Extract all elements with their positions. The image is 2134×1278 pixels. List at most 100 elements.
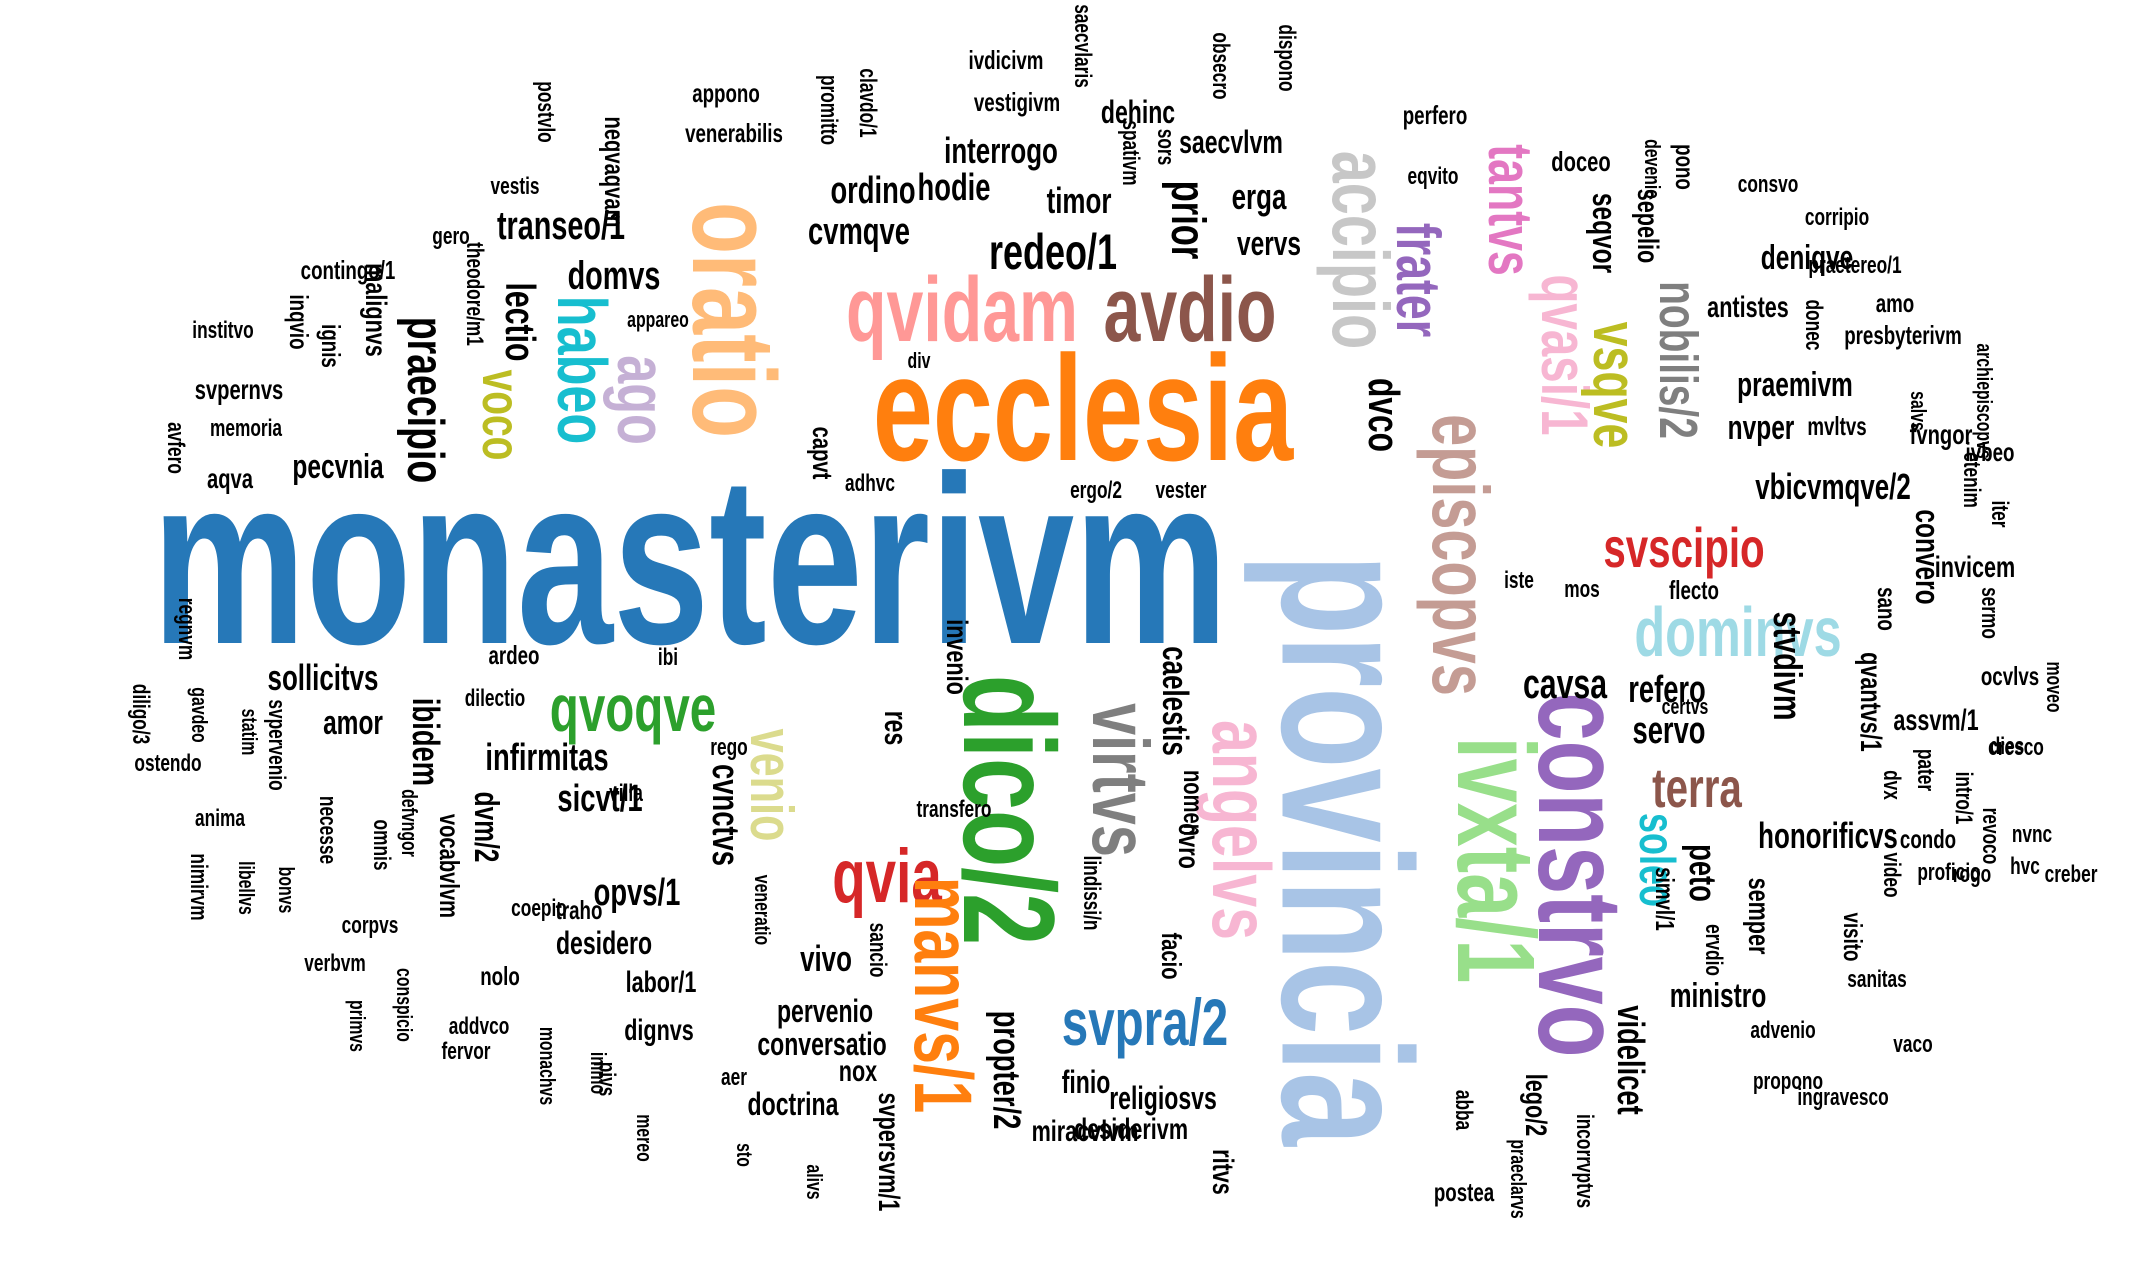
word-ritvs: ritvs: [1206, 1149, 1239, 1195]
word-creber: creber: [2044, 861, 2098, 888]
word-condo: condo: [1899, 824, 1957, 854]
word-aer: aer: [721, 1064, 747, 1091]
word-miracvlvm: miracvlvm: [1031, 1115, 1139, 1148]
word-erga: erga: [1231, 176, 1287, 217]
word-corripio: corripio: [1804, 204, 1870, 231]
word-deniqve: deniqve: [1760, 239, 1854, 277]
word-transfero: transfero: [916, 796, 992, 823]
word-religiosvs: religiosvs: [1109, 1080, 1217, 1116]
word-conspicio: conspicio: [392, 968, 417, 1042]
word-necesse: necesse: [314, 795, 341, 865]
word-institvo: institvo: [192, 317, 254, 344]
word-nvper: nvper: [1727, 409, 1795, 447]
word-seqvor: seqvor: [1585, 192, 1623, 274]
word-sors: sors: [1152, 128, 1179, 166]
word-mereo: mereo: [632, 1114, 657, 1162]
word-mvltvs: mvltvs: [1807, 411, 1867, 441]
word-vervs: vervs: [1237, 225, 1301, 263]
word-nolo: nolo: [480, 961, 520, 991]
word-ibi: ibi: [657, 644, 679, 671]
word-salvs: salvs: [1906, 391, 1931, 431]
word-theodore-m1: theodore/m1: [461, 242, 488, 346]
word-timor: timor: [1046, 180, 1112, 221]
word-ingravesco: ingravesco: [1797, 1084, 1889, 1111]
word-manvs-1: manvs/1: [897, 876, 988, 1114]
word-proficio: proficio: [1917, 859, 1981, 886]
word-desidero: desidero: [555, 925, 653, 961]
word-lectio: lectio: [497, 282, 544, 362]
word-dilectio: dilectio: [464, 685, 526, 712]
word-div: div: [907, 348, 931, 373]
word-neqvaqvam: neqvaqvam: [599, 116, 630, 228]
word-spativm: spativm: [1117, 120, 1144, 186]
word-libellvs: libellvs: [234, 861, 259, 915]
word-revoco: revoco: [1977, 807, 2004, 865]
word-consvo: consvo: [1737, 171, 1799, 198]
word-dvm-2: dvm/2: [467, 791, 505, 863]
word-fvngor: fvngor: [1909, 419, 1973, 450]
word-flecto: flecto: [1669, 575, 1719, 605]
word-amo: amo: [1875, 288, 1915, 318]
word-desiderivm: desiderivm: [1073, 1113, 1189, 1146]
word-advenio: advenio: [1750, 1017, 1816, 1044]
word-traho: traho: [555, 895, 603, 925]
word-ago: ago: [603, 355, 681, 445]
word-nvnc: nvnc: [2011, 821, 2053, 848]
word-vester: vester: [1155, 477, 1207, 504]
word-incorrvptvs: incorrvptvs: [1571, 1113, 1598, 1209]
word-vbicvmqve-2: vbicvmqve/2: [1755, 466, 1911, 507]
word-moveo: moveo: [2042, 661, 2067, 713]
word-alivs: alivs: [802, 1164, 827, 1200]
word-pecvnia: pecvnia: [292, 448, 384, 486]
word-vivo: vivo: [800, 938, 852, 979]
word-qvia: qvia: [832, 834, 942, 919]
word-sancio: sancio: [864, 922, 891, 978]
word-eqvito: eqvito: [1407, 163, 1459, 190]
word-antistes: antistes: [1707, 291, 1789, 324]
word-adhvc: adhvc: [845, 470, 895, 497]
word-sermo: sermo: [1976, 587, 2003, 639]
word-praeclarvs: praeclarvs: [1506, 1139, 1531, 1219]
word-bonvs: bonvs: [274, 866, 299, 914]
word-qvidam: qvidam: [846, 259, 1078, 361]
word-redeo-1: redeo/1: [988, 224, 1118, 280]
word-infirmitas: infirmitas: [485, 737, 609, 779]
word-ergo-2: ergo/2: [1070, 477, 1122, 504]
word-intro-1: intro/1: [1950, 771, 1977, 825]
word-obsecro: obsecro: [1207, 32, 1234, 100]
word-sepelio: sepelio: [1631, 188, 1664, 264]
word-doceo: doceo: [1551, 146, 1611, 177]
word-iter: iter: [1986, 500, 2013, 528]
word-dispono: dispono: [1273, 24, 1300, 92]
word-propter-2: propter/2: [985, 1010, 1027, 1130]
word-pivs: pivs: [593, 1061, 620, 1097]
word-promitto: promitto: [815, 74, 842, 146]
word-regnvm: regnvm: [173, 597, 200, 661]
word-postea: postea: [1433, 1177, 1495, 1207]
word-sanitas: sanitas: [1847, 966, 1907, 993]
word-terra: terra: [1652, 756, 1742, 819]
word-nimirvm: nimirvm: [185, 853, 212, 921]
word-amor: amor: [323, 704, 383, 742]
word-invicem: invicem: [1934, 551, 2016, 584]
word-ignis: ignis: [316, 324, 346, 368]
word-venio: venio: [738, 728, 805, 842]
word-praecipio: praecipio: [396, 316, 454, 484]
word-video: video: [1878, 852, 1905, 898]
word-res: res: [878, 710, 914, 746]
word-venerabilis: venerabilis: [685, 118, 783, 148]
word-dehinc: dehinc: [1100, 94, 1176, 130]
word-ecclesia: ecclesia: [872, 324, 1294, 492]
word-facio: facio: [1156, 932, 1187, 980]
word-doctrina: doctrina: [747, 1086, 839, 1122]
word-cvnctvs: cvnctvs: [704, 764, 746, 866]
word-propono: propono: [1752, 1068, 1824, 1095]
word-svpernvs: svpernvs: [194, 374, 284, 405]
word-pervenio: pervenio: [776, 993, 874, 1029]
word-aqva: aqva: [207, 463, 253, 494]
word-conversatio: conversatio: [757, 1026, 887, 1062]
word-nox: nox: [838, 1055, 878, 1088]
word-perfero: perfero: [1402, 100, 1468, 130]
word-appareo: appareo: [627, 307, 689, 332]
word-semper: semper: [1742, 877, 1775, 955]
